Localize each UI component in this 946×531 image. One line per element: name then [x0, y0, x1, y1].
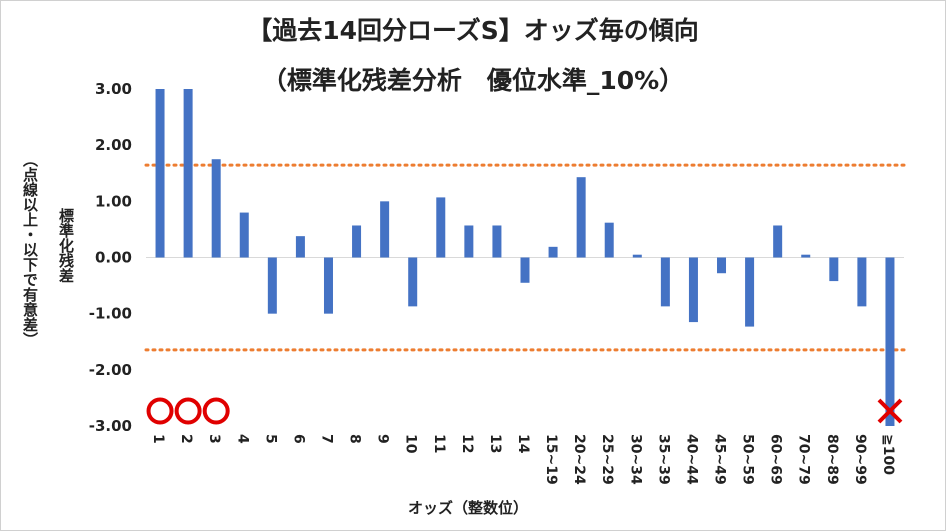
circle-marker	[174, 397, 202, 425]
x-tick-label: 5	[262, 434, 278, 444]
bar	[604, 222, 614, 258]
bar	[323, 257, 333, 314]
bar	[211, 159, 221, 258]
bar	[829, 257, 839, 282]
y-tick-label: -3.00	[89, 417, 132, 435]
x-tick-label: 50~59	[740, 434, 756, 485]
x-tick-label: 4	[234, 434, 250, 444]
x-tick-label: 2	[178, 434, 194, 444]
bar	[352, 225, 362, 258]
y-axis-sublabel: （点線以上・以下で有意差）	[21, 152, 39, 347]
x-tick-label: 30~34	[627, 434, 643, 485]
bar	[295, 236, 305, 258]
x-tick-label: 10	[403, 434, 419, 454]
y-tick-label: -2.00	[89, 361, 132, 379]
y-axis-label: 標準化残差	[57, 208, 75, 283]
bar	[464, 225, 474, 258]
cross-marker	[877, 398, 903, 424]
bar	[267, 257, 277, 314]
x-tick-label: 35~39	[655, 434, 671, 485]
x-tick-label: 8	[347, 434, 363, 444]
bar	[745, 257, 755, 327]
bar	[801, 254, 811, 258]
y-tick-label: 1.00	[95, 192, 132, 210]
x-tick-label: 25~29	[599, 434, 615, 485]
x-tick-label: 90~99	[852, 434, 868, 485]
x-tick-label: 20~24	[571, 434, 587, 485]
bar	[857, 257, 867, 307]
circle-marker	[202, 397, 230, 425]
bar	[688, 257, 698, 323]
x-tick-label: 14	[515, 434, 531, 454]
bar	[436, 197, 446, 258]
bar	[408, 257, 418, 307]
bar	[660, 257, 670, 307]
x-tick-label: 80~89	[824, 434, 840, 485]
x-tick-label: 70~79	[796, 434, 812, 485]
circle-marker	[146, 397, 174, 425]
bar	[632, 254, 642, 258]
bar	[520, 257, 530, 283]
bar	[380, 201, 390, 258]
x-tick-label: 12	[459, 434, 475, 453]
chart-subtitle: （標準化残差分析 優位水準_10%）	[261, 66, 685, 95]
bar	[717, 257, 727, 274]
bar	[885, 257, 895, 426]
x-tick-label: 13	[487, 434, 503, 453]
y-tick-label: 3.00	[95, 80, 132, 98]
bar	[239, 212, 249, 258]
bar	[548, 246, 558, 258]
y-tick-label: 2.00	[95, 136, 132, 154]
bar	[576, 177, 586, 258]
x-tick-label: 11	[431, 434, 447, 453]
y-tick-label: 0.00	[95, 249, 132, 267]
x-tick-label: 60~69	[768, 434, 784, 485]
bar	[773, 225, 783, 258]
x-tick-label: 9	[375, 434, 391, 444]
x-tick-label: ≧100	[880, 434, 896, 475]
bar	[183, 89, 193, 258]
x-tick-label: 40~44	[683, 434, 699, 485]
chart-title: 【過去14回分ローズS】オッズ毎の傾向	[247, 16, 699, 45]
x-tick-label: 7	[318, 434, 334, 444]
x-tick-label: 6	[290, 434, 306, 444]
x-axis-label: オッズ（整数位）	[408, 499, 528, 517]
bar	[155, 89, 165, 258]
bar	[492, 225, 502, 258]
x-tick-label: 45~49	[712, 434, 728, 485]
y-tick-label: -1.00	[89, 305, 132, 323]
x-tick-label: 15~19	[543, 434, 559, 485]
x-tick-label: 1	[150, 434, 166, 444]
x-tick-label: 3	[206, 434, 222, 444]
